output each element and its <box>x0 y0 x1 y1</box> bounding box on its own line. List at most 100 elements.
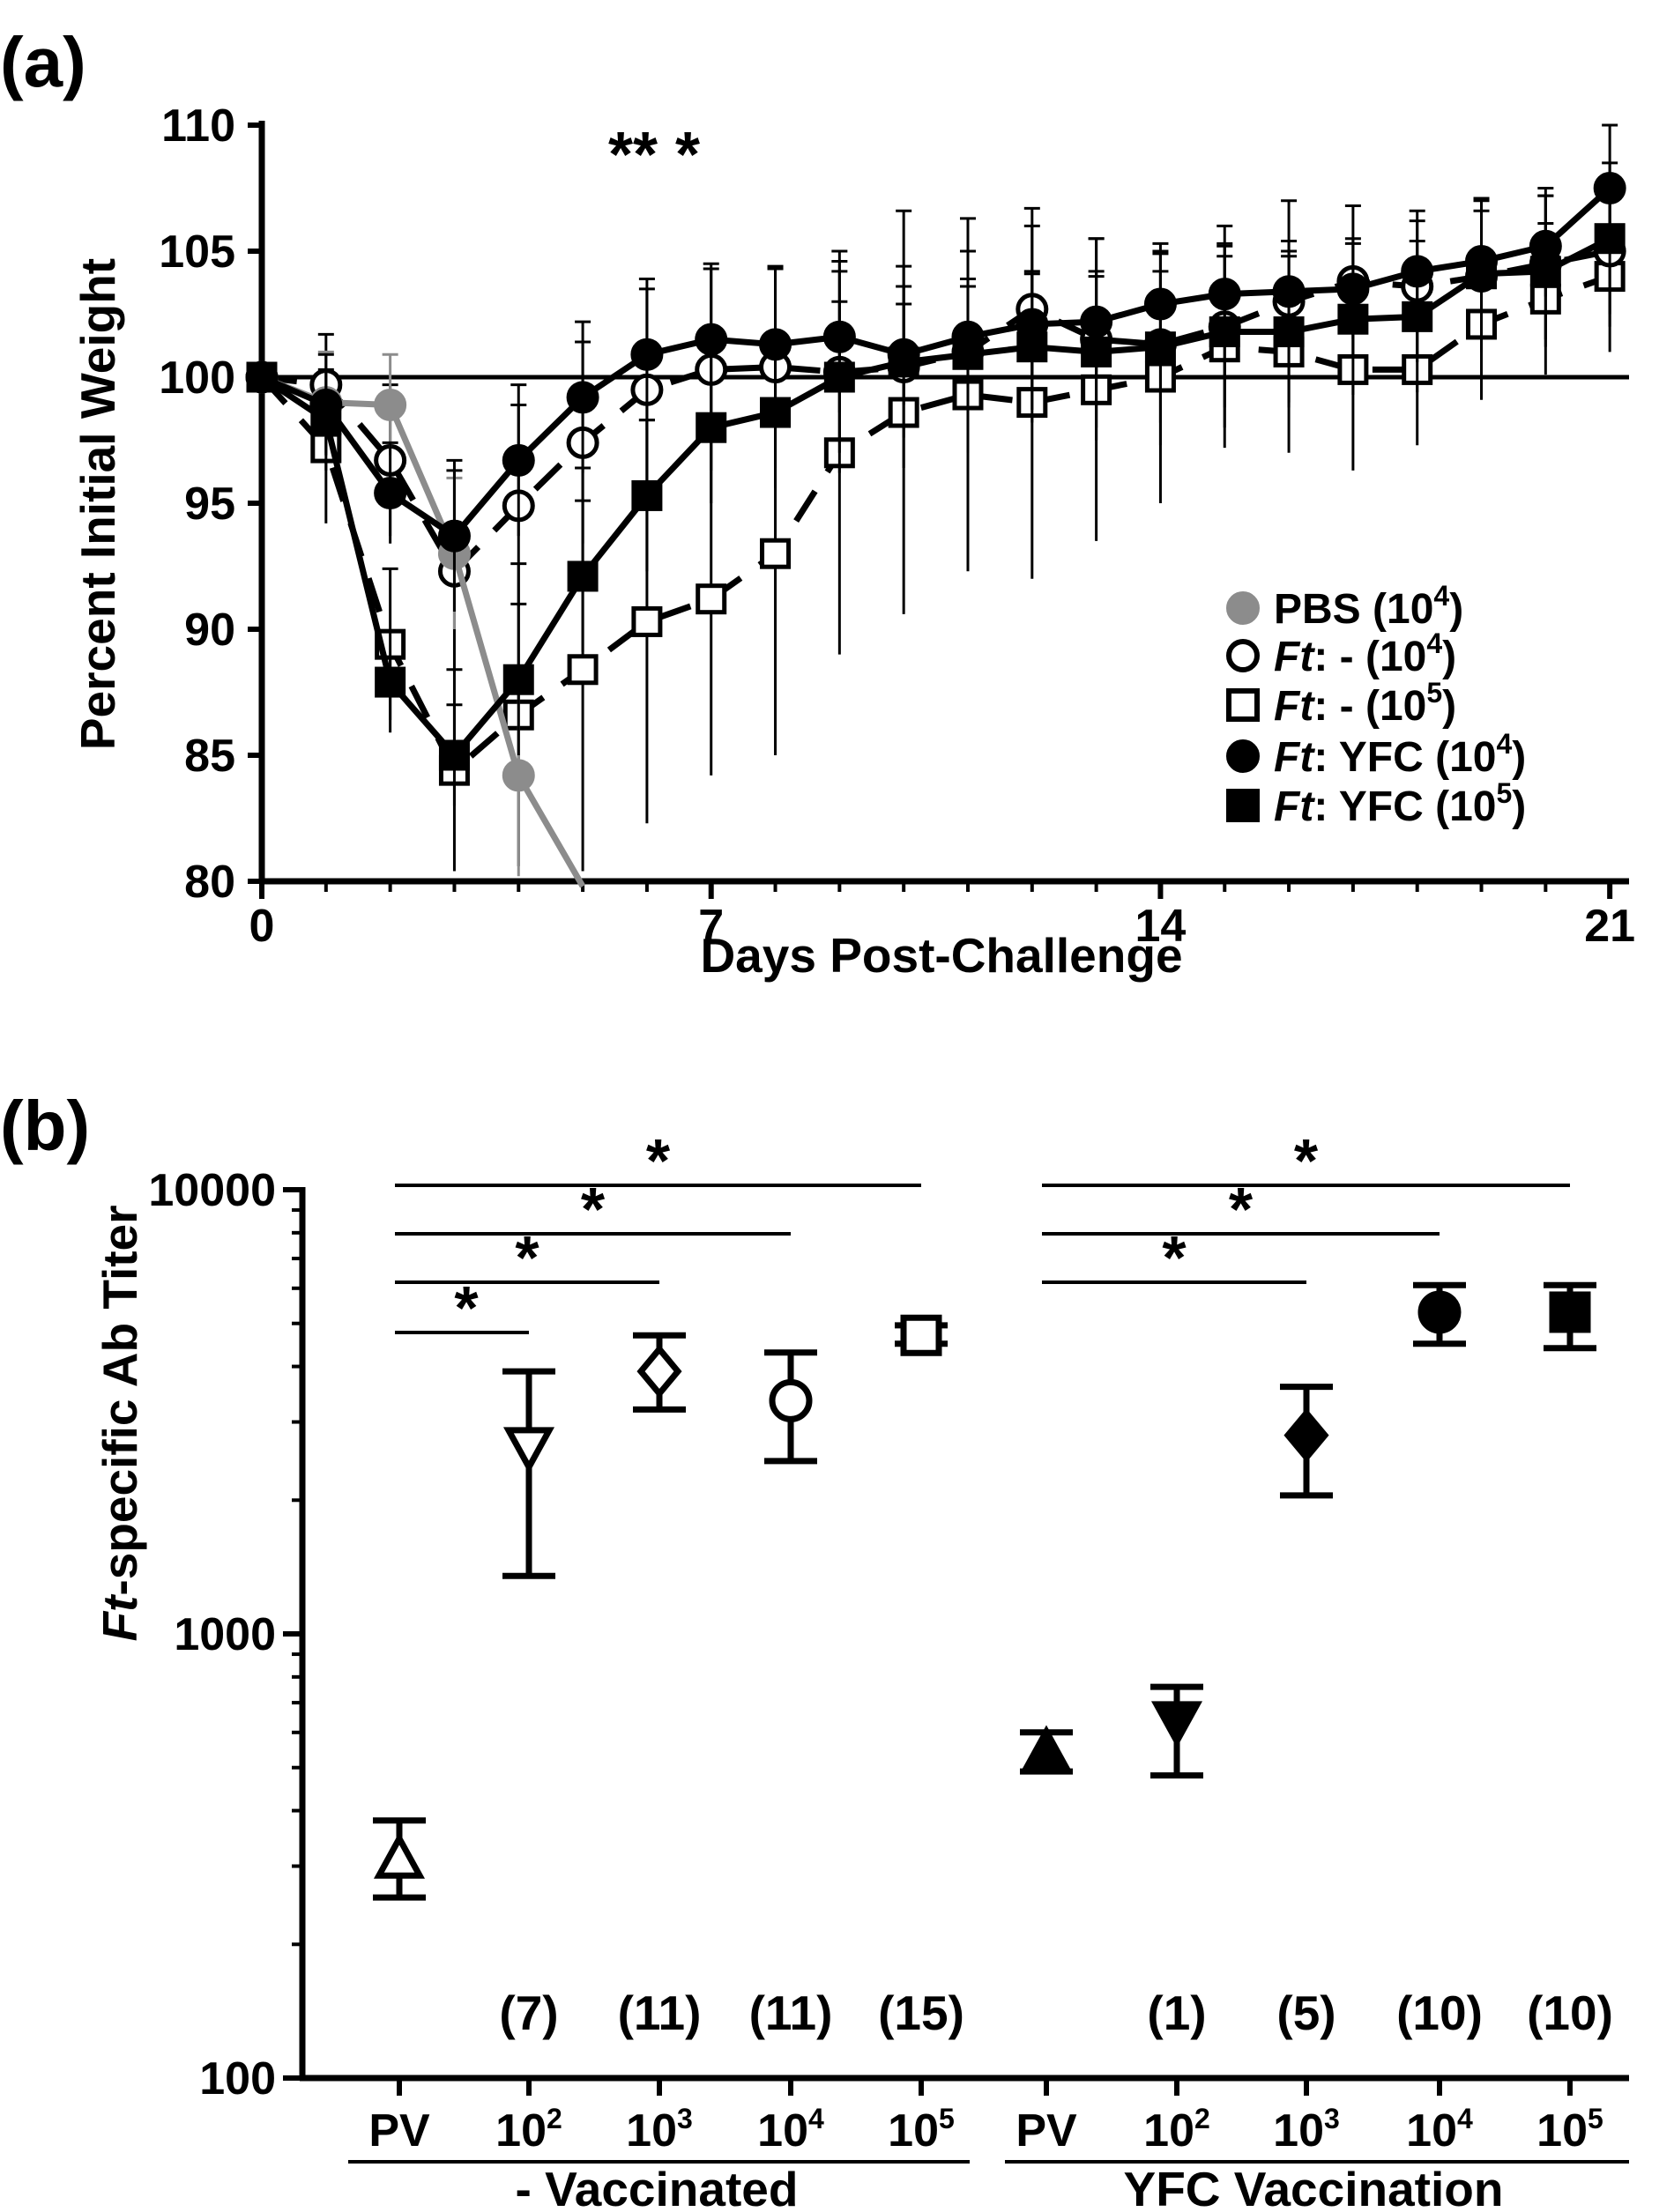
panel-a-y-tick-label: 100 <box>159 353 235 404</box>
panel-a-data-point <box>437 519 471 553</box>
panel-a-series-line <box>259 273 1611 774</box>
legend-label-0: PBS (104) <box>1274 580 1463 633</box>
legend-text: ) <box>1512 734 1526 781</box>
panel-a-data-point <box>760 538 792 569</box>
panel-b-category-label: 102 <box>495 2103 562 2156</box>
panel-b-count-label: (1) <box>1147 1986 1206 2040</box>
panel-b-marker <box>1020 1725 1073 1772</box>
category-base: 10 <box>888 2105 939 2156</box>
legend-sup: 4 <box>1496 728 1512 760</box>
category-sup: 3 <box>1324 2103 1340 2134</box>
panel-b-category-label: 105 <box>888 2103 955 2156</box>
panel-a-x-tick-label: 0 <box>249 901 275 952</box>
panel-b-marker <box>1417 1290 1462 1334</box>
panel-a-data-point <box>502 664 534 695</box>
panel-a-series-0 <box>245 350 586 888</box>
legend-sup: 4 <box>1426 627 1442 659</box>
panel-a-data-point <box>696 412 727 443</box>
panel-b-y-axis-label-rest: -specific Ab Titer <box>93 1205 147 1595</box>
panel-a-x-tick-label: 21 <box>1584 901 1635 952</box>
panel-a-series-line <box>260 185 1612 539</box>
panel-b-point-1-4 <box>1544 1281 1596 1352</box>
legend-text: : - (10 <box>1313 683 1426 730</box>
panel-a-data-point <box>822 320 856 353</box>
legend-italic: Ft <box>1274 734 1315 781</box>
panel-b-point-1-1 <box>1150 1683 1203 1779</box>
panel-a-data-point <box>245 360 279 394</box>
legend-italic: Ft <box>1274 683 1315 730</box>
panel-b-count-label: (15) <box>878 1986 964 2040</box>
panel-b-count-label: (10) <box>1396 1986 1483 2040</box>
category-base: 10 <box>1273 2105 1324 2156</box>
panel-a-data-point <box>887 338 920 371</box>
panel-a-data-point <box>696 583 727 615</box>
panel-a-data-point <box>1016 308 1049 341</box>
legend-sup: 4 <box>1433 580 1449 612</box>
panel-b-point-0-0 <box>373 1817 426 1901</box>
panel-a-data-point <box>374 388 407 421</box>
significance-star: * <box>454 1273 479 1342</box>
category-base: 10 <box>757 2105 808 2156</box>
panel-a-axes <box>248 121 1629 899</box>
panel-b-y-axis-label: Ft-specific Ab Titer <box>93 1205 147 1641</box>
panel-a-label: (a) <box>0 23 86 101</box>
panel-a-data-point <box>1336 272 1370 306</box>
panel-a-y-tick-label: 110 <box>161 100 235 152</box>
legend-italic: Ft <box>1274 634 1315 680</box>
significance-star: * <box>646 1126 671 1195</box>
panel-a-series-line <box>260 235 1611 759</box>
panel-a-y-axis-label: Percent Initial Weight <box>71 258 125 750</box>
category-base: 10 <box>495 2105 547 2156</box>
legend-text: : YFC (10 <box>1313 734 1496 781</box>
panel-b-y-tick-label: 1000 <box>174 1609 276 1660</box>
legend-sup: 5 <box>1496 777 1512 809</box>
panel-a-data-point <box>695 323 728 356</box>
legend-sup: 5 <box>1426 677 1442 709</box>
panel-a-tick-labels: 80 85 90 95 100 105 110 0 7 14 21 <box>159 100 1635 952</box>
panel-b-category-label: 102 <box>1143 2103 1210 2156</box>
panel-b-marker <box>769 1378 813 1422</box>
panel-a-y-tick-label: 105 <box>159 226 235 278</box>
panel-a-data-point <box>1143 287 1177 321</box>
panel-b-point-1-2 <box>1280 1384 1333 1499</box>
category-sup: 4 <box>1457 2103 1473 2134</box>
legend-label-2: Ft: - (105) <box>1274 677 1456 730</box>
category-sup: 2 <box>547 2103 562 2134</box>
panel-b-marker <box>1549 1291 1591 1333</box>
panel-b-point-0-1 <box>502 1368 555 1579</box>
panel-b-count-label: (11) <box>749 1986 833 2040</box>
legend-italic: Ft <box>1274 783 1315 830</box>
panel-b-category-label: PV <box>368 2105 430 2156</box>
panel-b-category-label: PV <box>1016 2105 1077 2156</box>
panel-a-data-point <box>759 328 792 361</box>
category-base: 10 <box>1143 2105 1194 2156</box>
panel-b-category-label: 104 <box>757 2103 824 2156</box>
panel-b-marker <box>636 1344 682 1399</box>
legend-marker-3 <box>1226 739 1260 773</box>
panel-a-x-tick-label: 14 <box>1135 901 1187 952</box>
panel-b-count-label: (7) <box>499 1986 558 2040</box>
panel-b-category-label: 103 <box>626 2103 693 2156</box>
panel-b-point-1-3 <box>1413 1281 1466 1347</box>
panel-b-tick-labels: 100 1000 10000 <box>148 1165 276 2104</box>
panel-b-point-0-2 <box>633 1332 686 1413</box>
panel-b-group-label: YFC Vaccination <box>1124 2162 1504 2212</box>
panel-a-x-tick-label: 7 <box>698 901 724 952</box>
legend-marker-1 <box>1226 639 1260 672</box>
panel-a-x-axis-label: Days Post-Challenge <box>700 928 1182 983</box>
panel-a-data-point <box>631 479 663 511</box>
panel-a-legend: PBS (104)Ft: - (104)Ft: - (105)Ft: YFC (… <box>1226 580 1526 830</box>
category-sup: 5 <box>939 2103 955 2134</box>
panel-a-data-point <box>374 477 407 510</box>
panel-a-y-tick-label: 85 <box>184 731 235 782</box>
panel-b-marker <box>900 1314 942 1356</box>
category-base: PV <box>368 2105 430 2156</box>
legend-text: ) <box>1512 783 1526 830</box>
panel-a-data-point <box>1593 172 1626 204</box>
legend-marker-2 <box>1226 688 1260 722</box>
significance-star: * <box>1294 1126 1319 1195</box>
category-base: 10 <box>1406 2105 1457 2156</box>
panel-b-y-axis-label-italic: Ft <box>93 1593 147 1642</box>
panel-b-count-label: (11) <box>618 1986 702 2040</box>
